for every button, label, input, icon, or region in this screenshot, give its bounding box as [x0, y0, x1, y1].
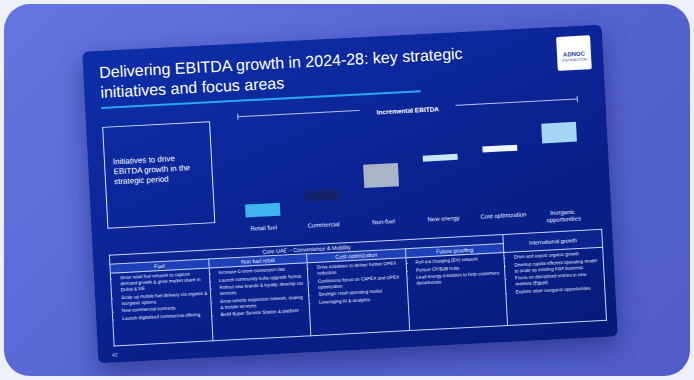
html-text:Continuous focus on CAPEX and: Continuous focus on CAPEX and OPEX optim…	[317, 274, 400, 290]
svg-text:Inorganic: Inorganic	[549, 208, 577, 217]
html-text:ADNOC: ADNOC	[562, 50, 586, 58]
html-text:Grow retail fuel network to ca: Grow retail fuel network to capture dema…	[119, 271, 201, 293]
html-text:Non fuel retail: Non fuel retail	[240, 257, 275, 265]
svg-text:Cost optimization: Cost optimization	[480, 211, 526, 219]
svg-text:opportunities: opportunities	[546, 215, 581, 223]
html-text:Drive initiatives to deliver f: Drive initiatives to deliver further OPE…	[316, 260, 397, 276]
svg-text:Commercial: Commercial	[307, 221, 339, 229]
html-text:Pursue CP/B2B hubs: Pursue CP/B2B hubs	[415, 264, 460, 273]
html-text:Focus on disciplined entries i: Focus on disciplined entries in new mark…	[514, 271, 587, 287]
html-text:New commercial contracts: New commercial contracts	[121, 305, 176, 314]
html-text:Launch community hubs upgrade: Launch community hubs upgrade format	[218, 273, 302, 283]
html-text:Rollout new brands & loyalty,: Rollout new brands & loyalty, develop ca…	[219, 280, 304, 296]
html-text:Grow vehicle inspection networ: Grow vehicle inspection network, scaling…	[219, 294, 303, 310]
html-text:Cost optimization: Cost optimization	[335, 251, 378, 260]
html-text:Core UAE – Convenience & Mobil: Core UAE – Convenience & Mobility	[262, 244, 351, 255]
html-text:Fuel: Fuel	[153, 262, 165, 270]
html-text:Strategic retail operating mod: Strategic retail operating model	[318, 288, 382, 297]
svg-text:Incremental EBITDA: Incremental EBITDA	[376, 105, 439, 115]
html-text:Future proofing: Future proofing	[435, 246, 474, 255]
svg-text:New energy: New energy	[427, 215, 459, 223]
html-text:Lead energy transition to help: Lead energy transition to help customers…	[416, 270, 500, 286]
html-text:Build Super Service Station &: Build Super Service Station & platform	[220, 307, 299, 317]
html-text:Scale up mobile fuel delivery: Scale up mobile fuel delivery via organi…	[121, 290, 208, 306]
html-text:42: 42	[111, 351, 118, 358]
html-text:Roll out charging (EV) network: Roll out charging (EV) network	[415, 256, 478, 265]
html-text:Increase C-store conversion ra: Increase C-store conversion rate	[218, 266, 286, 275]
html-text:Initiatives to drive EBITDA gr: Initiatives to drive EBITDA growth in th…	[112, 154, 191, 187]
html-text:Drive and export organic growt: Drive and export organic growth	[513, 251, 580, 260]
svg-text:Retail fuel: Retail fuel	[250, 224, 277, 231]
html-text:International growth: International growth	[528, 236, 578, 246]
svg-text:Non-fuel: Non-fuel	[372, 218, 395, 225]
html-text:Develop capital efficient oper: Develop capital efficient operating mode…	[514, 257, 597, 273]
html-text:Explore other inorganic opport: Explore other inorganic opportunities	[515, 285, 591, 294]
html-text:DISTRIBUTION: DISTRIBUTION	[561, 57, 587, 63]
html-text:Launch digitalized commercial: Launch digitalized commercial offering	[122, 311, 201, 321]
html-text:Leveraging AI & analytics: Leveraging AI & analytics	[318, 296, 371, 305]
html-text:Delivering EBITDA growth in 20: Delivering EBITDA growth in 2024-28: key…	[98, 44, 463, 101]
